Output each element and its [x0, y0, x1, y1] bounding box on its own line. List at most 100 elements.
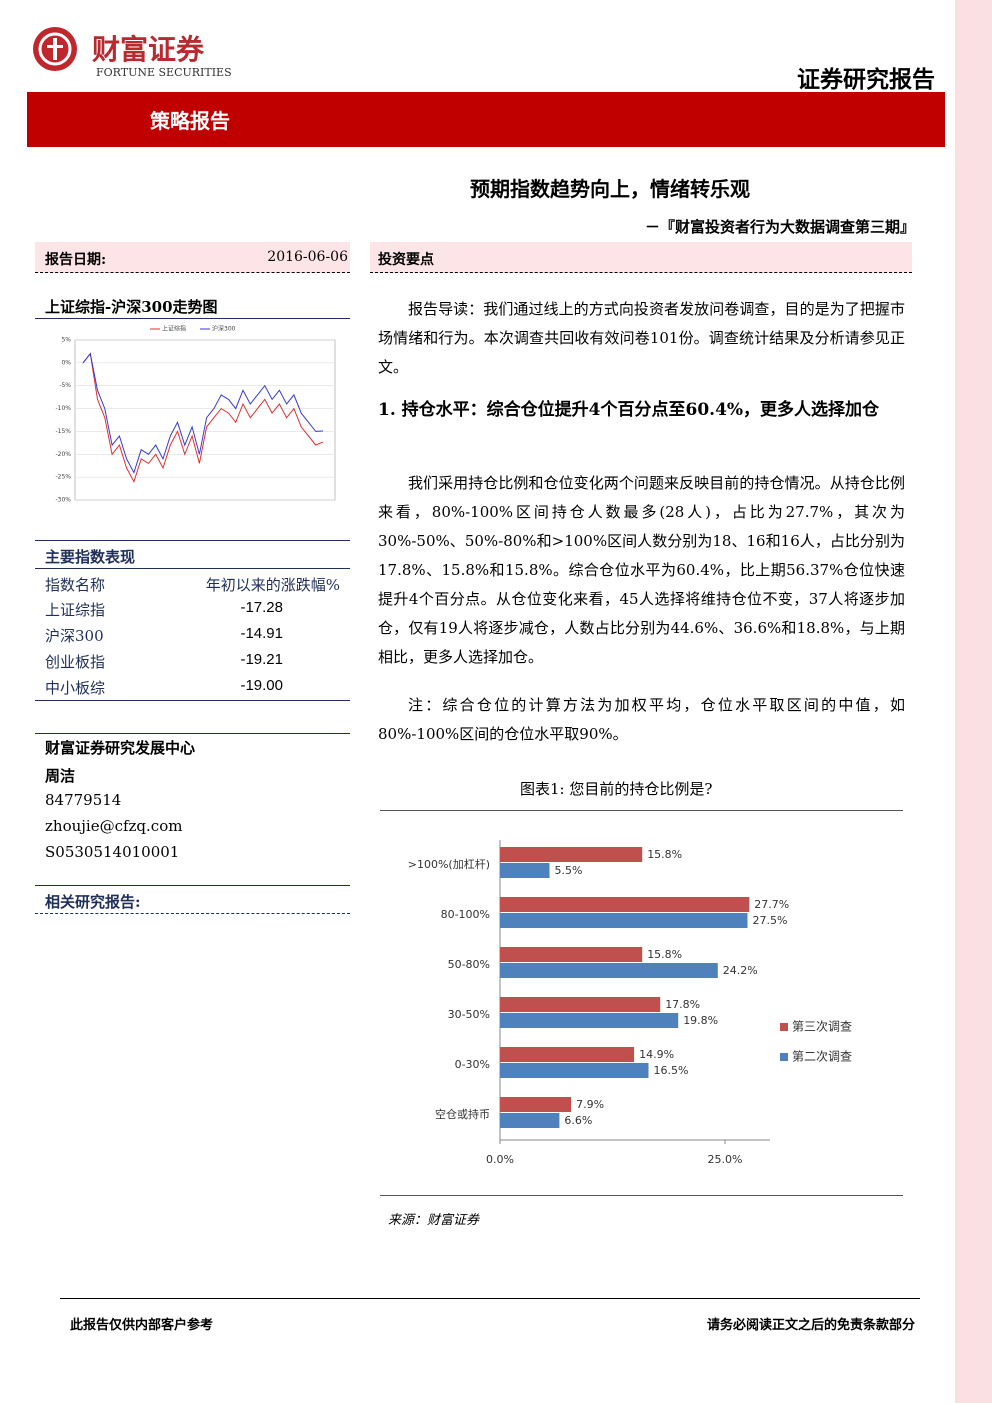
- category-label: 50-80%: [448, 958, 490, 971]
- section-bar: [370, 242, 912, 273]
- value-label: 7.9%: [576, 1098, 604, 1111]
- rule: [380, 1195, 903, 1196]
- plot-area: [74, 339, 336, 501]
- heading: 1. 持仓水平：综合仓位提升4个百分点至60.4%，更多人选择加仓: [378, 400, 880, 420]
- date-label: 报告日期:: [45, 252, 107, 268]
- logo: [33, 27, 77, 71]
- x-tick-label: 25.0%: [708, 1153, 743, 1166]
- legend-label: 上证综指: [162, 325, 186, 333]
- category-label: >100%(加杠杆): [408, 857, 490, 871]
- value-label: 15.8%: [647, 948, 682, 961]
- index-change: -14.91: [240, 625, 283, 642]
- table-header: 年初以来的涨跌幅%: [205, 576, 340, 594]
- category-label: 80-100%: [441, 908, 490, 921]
- value-label: 16.5%: [654, 1064, 689, 1077]
- category-label: 30-50%: [448, 1008, 490, 1021]
- value-label: 15.8%: [647, 848, 682, 861]
- table-header: 指数名称: [45, 576, 106, 594]
- analyst: 周洁: [45, 767, 76, 785]
- band: [27, 92, 945, 147]
- bar: [500, 1013, 679, 1028]
- rule: [35, 733, 350, 734]
- related: 相关研究报告:: [45, 893, 141, 911]
- y-tick-label: 0%: [61, 359, 71, 366]
- line: [82, 352, 324, 474]
- section-title: 投资要点: [378, 252, 434, 268]
- bar: [500, 1113, 560, 1128]
- dept: 财富证券研究发展中心: [45, 739, 196, 757]
- y-tick-label: 5%: [61, 337, 71, 344]
- rule: [60, 1298, 920, 1299]
- category-label: 0-30%: [455, 1058, 490, 1071]
- report-kind: 证券研究报告: [797, 66, 935, 93]
- index-change: -19.21: [240, 651, 283, 668]
- index-change: -17.28: [240, 599, 283, 616]
- index-change: -19.00: [240, 677, 283, 694]
- value-label: 17.8%: [665, 998, 700, 1011]
- legend-swatch: [780, 1023, 788, 1031]
- y-tick-label: -5%: [59, 382, 71, 389]
- bar: [500, 863, 550, 878]
- chart-caption: 图表1: 您目前的持仓比例是?: [520, 780, 713, 798]
- value-label: 24.2%: [723, 964, 758, 977]
- category-label: 空仓或持币: [435, 1107, 490, 1121]
- brand: 财富证券: [92, 33, 205, 66]
- bar: [500, 1063, 649, 1078]
- email: zhoujie@cfzq.com: [45, 817, 183, 835]
- bar: [500, 897, 750, 912]
- mini-chart: 5% 0% -5% -10% -15% -20% -25% -30% 上证综指 沪深300: [55, 325, 336, 504]
- index-name: 沪深300: [45, 627, 104, 645]
- index-name: 中小板综: [45, 679, 106, 697]
- value-label: 27.7%: [754, 898, 789, 911]
- value-label: 27.5%: [753, 914, 788, 927]
- bar: [500, 913, 748, 928]
- title: 预期指数趋势向上，情绪转乐观: [470, 177, 750, 201]
- band-text: 策略报告: [150, 109, 230, 133]
- rule: [35, 540, 350, 541]
- mini-chart-title: 上证综指-沪深300走势图: [45, 298, 218, 316]
- rule: [35, 318, 350, 319]
- line: [82, 352, 324, 483]
- cert: S0530514010001: [45, 843, 180, 861]
- value-label: 5.5%: [555, 864, 583, 877]
- rule: [35, 885, 350, 886]
- index-name: 创业板指: [45, 653, 106, 671]
- date: 2016-06-06: [267, 249, 348, 265]
- paragraph: 报告导读：我们通过线上的方式向投资者发放问卷调查，目的是为了把握市场情绪和行为。…: [378, 300, 905, 376]
- legend-label: 沪深300: [212, 325, 236, 333]
- rule: [35, 700, 350, 701]
- value-label: 6.6%: [564, 1114, 592, 1127]
- bar: [500, 1047, 635, 1062]
- paragraph: 我们采用持仓比例和仓位变化两个问题来反映目前的持仓情况。从持仓比例来看，80%-…: [378, 474, 905, 666]
- bar: [500, 1097, 572, 1112]
- subtitle: －『财富投资者行为大数据调查第三期』: [644, 218, 915, 236]
- source: 来源：财富证券: [388, 1213, 480, 1228]
- value-label: 19.8%: [683, 1014, 718, 1027]
- value-label: 14.9%: [639, 1048, 674, 1061]
- x-tick-label: 0.0%: [486, 1153, 514, 1166]
- y-tick-label: -30%: [55, 497, 71, 504]
- legend-swatch: [780, 1053, 788, 1061]
- bar: [500, 847, 643, 862]
- bar: [500, 947, 643, 962]
- y-tick-label: -10%: [55, 405, 71, 412]
- rule: [35, 913, 350, 914]
- brand-en: FORTUNE SECURITIES: [96, 66, 232, 79]
- index-name: 上证综指: [45, 601, 106, 619]
- legend-label: 第三次调查: [792, 1020, 852, 1034]
- bar: [500, 997, 661, 1012]
- paragraph: 注：综合仓位的计算方法为加权平均，仓位水平取区间的中值，如80%-100%区间的…: [378, 696, 905, 743]
- phone: 84779514: [45, 791, 122, 809]
- side-strip: [955, 0, 992, 1403]
- rule: [380, 810, 903, 811]
- y-tick-label: -15%: [55, 428, 71, 435]
- y-tick-label: -20%: [55, 451, 71, 458]
- table-title: 主要指数表现: [45, 548, 136, 566]
- rule: [35, 568, 350, 569]
- footer-left: 此报告仅供内部客户参考: [70, 1318, 214, 1333]
- bar: [500, 963, 718, 978]
- footer-right: 请务必阅读正文之后的免责条款部分: [706, 1318, 915, 1333]
- legend-label: 第二次调查: [792, 1050, 852, 1064]
- y-tick-label: -25%: [55, 474, 71, 481]
